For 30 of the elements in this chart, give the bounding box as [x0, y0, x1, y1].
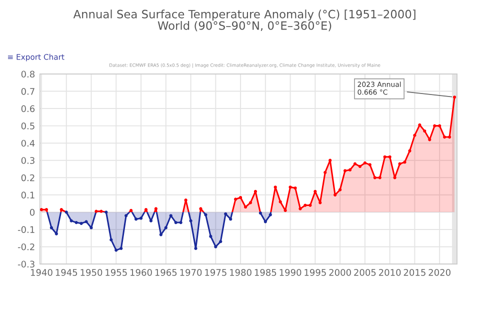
x-tick-label: 1960 [130, 269, 152, 276]
y-tick-label: 0.1 [21, 192, 34, 198]
x-tick-label: 1990 [280, 269, 302, 276]
x-tick-label: 1985 [254, 269, 276, 276]
y-tick-label: 0.7 [21, 88, 34, 95]
x-tick-label: 1980 [230, 269, 252, 276]
y-tick-label: -0.1 [18, 226, 34, 234]
x-tick-label: 1970 [180, 269, 202, 276]
x-tick-label: 2005 [354, 269, 376, 276]
y-tick-label: -0.2 [18, 243, 34, 250]
chart-title: Annual Sea Surface Temperature Anomaly (°C) [1951–2000] World (90°S–90°N, 0°E–360°E) [73, 10, 416, 32]
x-tick-label: 1965 [155, 269, 177, 276]
x-tick-label: 2020 [428, 269, 450, 276]
x-tick-label: 1955 [106, 269, 127, 276]
y-tick-label: 0.6 [21, 105, 35, 112]
y-tick-label: 0 [30, 208, 35, 216]
y-tick-label: 0.2 [21, 174, 34, 182]
y-tick-label: 0.5 [21, 122, 34, 130]
y-tick-label: 0.3 [21, 157, 34, 164]
x-tick-label: 2010 [378, 269, 401, 276]
x-tick-label: 2000 [329, 269, 351, 276]
x-tick-label: 2015 [404, 269, 426, 276]
x-tick-label: 1975 [205, 269, 226, 276]
y-tick-label: -0.3 [18, 260, 34, 268]
x-tick-label: 1995 [304, 269, 326, 276]
x-tick-label: 1940 [30, 269, 52, 276]
x-tick-label: 1950 [80, 269, 102, 276]
y-tick-label: 0.8 [21, 70, 35, 78]
x-tick-label: 1945 [56, 269, 78, 276]
y-tick-label: 0.4 [21, 140, 35, 147]
